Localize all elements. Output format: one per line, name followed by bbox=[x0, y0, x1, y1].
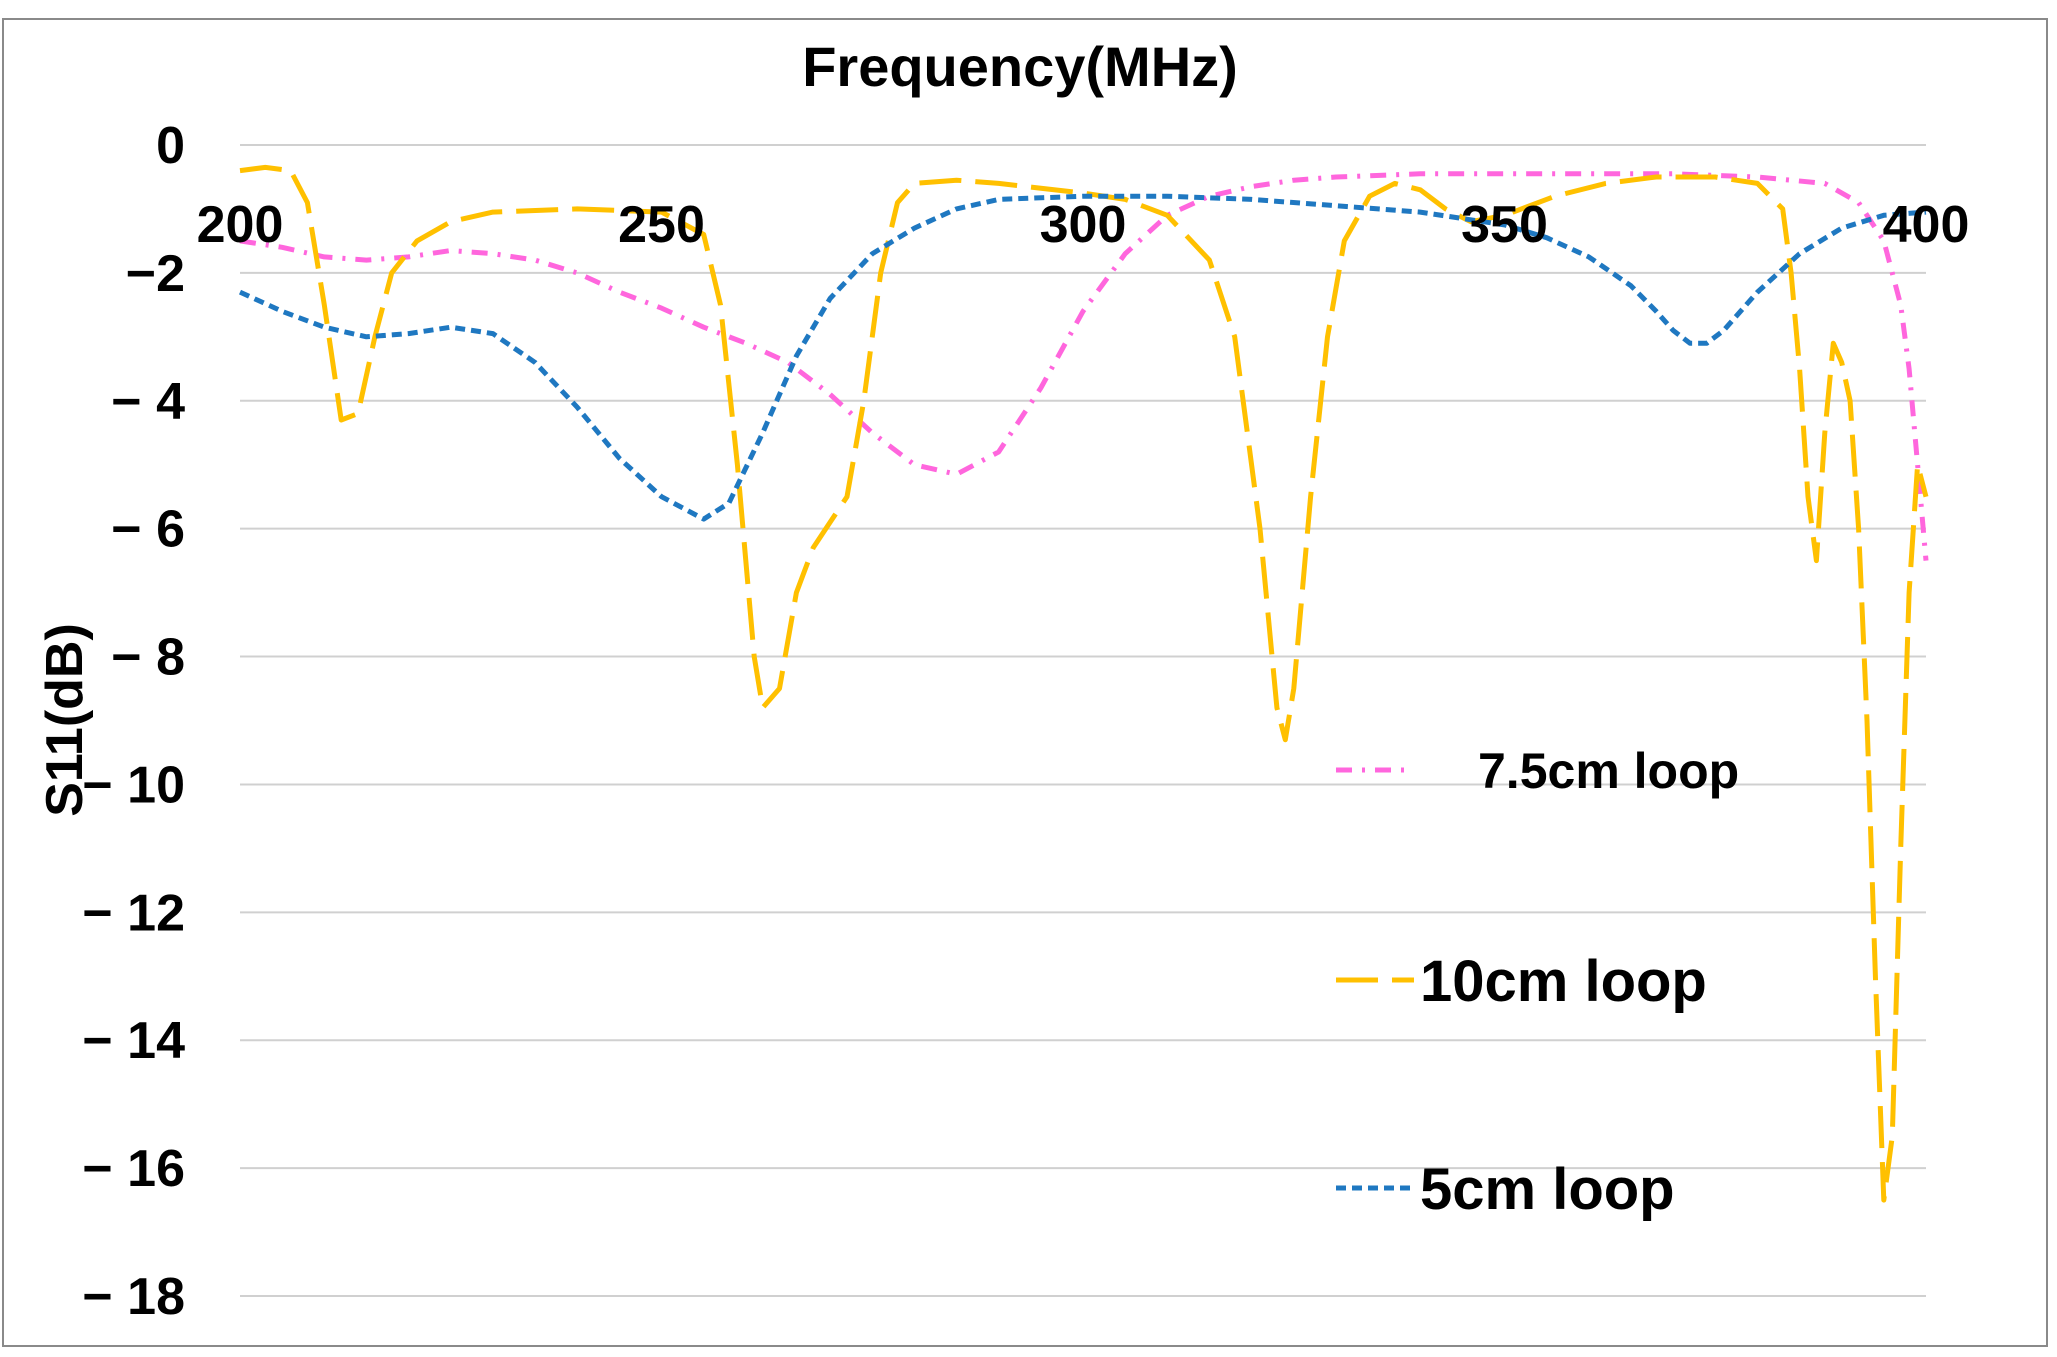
y-tick-label: − 14 bbox=[82, 1012, 185, 1070]
y-tick-label: − 4 bbox=[111, 373, 185, 431]
chart-frame bbox=[2, 18, 2048, 1347]
y-tick-label: − 16 bbox=[82, 1140, 185, 1198]
y-tick-label: − 6 bbox=[111, 501, 185, 559]
legend: 7.5cm loop 10cm loop 5cm loop bbox=[1336, 743, 1739, 1222]
x-tick-labels: 200 250 300 350 400 bbox=[197, 196, 1970, 254]
y-tick-label: 0 bbox=[156, 117, 185, 175]
legend-label: 10cm loop bbox=[1420, 949, 1707, 1014]
x-tick-label: 400 bbox=[1883, 196, 1970, 254]
legend-label: 7.5cm loop bbox=[1478, 743, 1739, 799]
grid-lines bbox=[240, 144, 1926, 1297]
x-tick-label: 250 bbox=[618, 196, 705, 254]
x-axis-title: Frequency(MHz) bbox=[802, 35, 1238, 98]
series-line-0 bbox=[239, 171, 1929, 561]
y-tick-label: − 18 bbox=[82, 1268, 185, 1326]
series-lines bbox=[238, 164, 1929, 1203]
y-axis-title: S11(dB) bbox=[36, 623, 94, 817]
y-tick-label: −2 bbox=[126, 245, 185, 303]
legend-label: 5cm loop bbox=[1420, 1157, 1675, 1222]
y-tick-label: − 8 bbox=[111, 629, 185, 687]
series-line-1 bbox=[239, 164, 1929, 1203]
x-tick-label: 200 bbox=[197, 196, 284, 254]
y-tick-label: − 12 bbox=[82, 884, 185, 942]
x-tick-label: 350 bbox=[1461, 196, 1548, 254]
series-line-2 bbox=[238, 193, 1927, 522]
y-tick-label: − 10 bbox=[82, 756, 185, 814]
y-tick-labels: 0 −2 − 4 − 6 − 8 − 10 − 12 − 14 − 16 − 18 bbox=[82, 117, 185, 1326]
x-tick-label: 300 bbox=[1040, 196, 1127, 254]
